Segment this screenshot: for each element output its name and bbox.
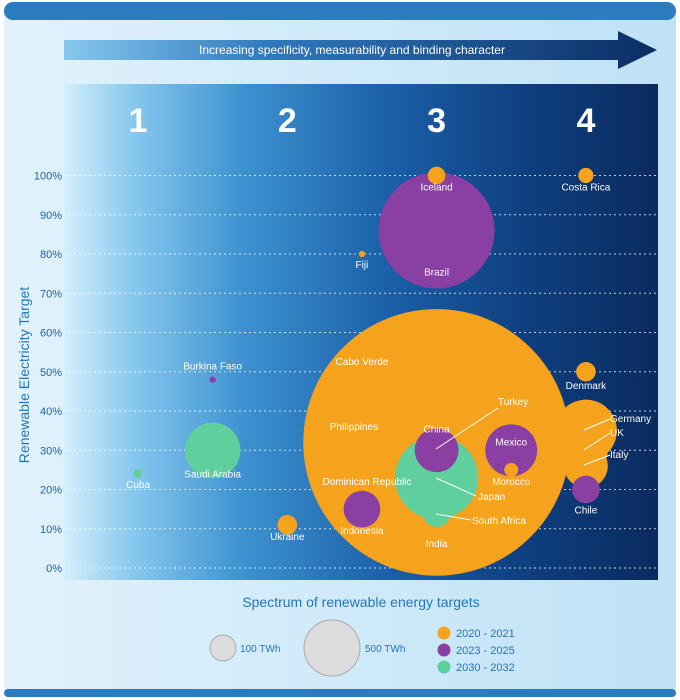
bottom-bar [4, 689, 676, 697]
bubble-turkey [414, 428, 459, 473]
point-label: Indonesia [340, 526, 384, 537]
y-tick-label: 60% [40, 328, 62, 340]
point-label: Cabo Verde [336, 357, 389, 368]
bubble-cabo-verde [359, 369, 365, 374]
point-label: Costa Rica [561, 183, 610, 194]
point-label: Mexico [495, 437, 527, 448]
point-label: Italy [610, 450, 628, 461]
y-tick-label: 50% [40, 367, 62, 379]
size-legend-bubble [303, 619, 361, 677]
y-axis-label: Renewable Electricity Target [16, 287, 32, 463]
bubble-iceland [427, 166, 446, 185]
direction-arrow [64, 31, 657, 69]
point-label: Fiji [356, 260, 369, 271]
point-label: Philippines [330, 422, 378, 433]
bubble-italy [563, 444, 608, 488]
legend-swatch [437, 643, 451, 657]
bubble-dominican-republic [357, 465, 367, 475]
bubble-chile [572, 475, 600, 504]
point-label: Cuba [126, 480, 150, 491]
point-label: Brazil [424, 267, 449, 278]
leader-line [583, 454, 611, 466]
point-label: China [424, 424, 451, 435]
y-tick-label: 20% [40, 485, 62, 497]
y-tick-label: 80% [40, 249, 62, 261]
bubble-fiji [358, 250, 366, 258]
point-label: Morocco [492, 477, 531, 488]
bubble-philippines [348, 397, 376, 425]
bubble-indonesia [343, 490, 381, 528]
bubble-denmark [576, 361, 596, 382]
category-label: 2 [278, 102, 297, 140]
point-label: South Africa [472, 516, 526, 527]
point-label: Turkey [498, 397, 528, 408]
point-label: Denmark [566, 381, 608, 392]
leader-line [435, 407, 499, 450]
legend-label: 2030 - 2032 [456, 662, 515, 674]
size-legend-label: 500 TWh [365, 644, 405, 655]
category-label: 3 [427, 102, 446, 140]
y-tick-label: 10% [40, 524, 62, 536]
point-label: Burkina Faso [183, 362, 242, 373]
leader-line [435, 477, 477, 497]
legend-swatch [437, 660, 451, 674]
legend-swatch [437, 626, 451, 640]
y-tick-label: 0% [46, 563, 62, 575]
point-label: Chile [575, 506, 598, 517]
y-tick-label: 70% [40, 288, 62, 300]
bubble-south-africa [422, 499, 451, 527]
top-bar [4, 2, 676, 20]
point-label: UK [610, 428, 624, 439]
point-label: Germany [610, 414, 651, 425]
bubble-brazil [378, 172, 495, 289]
leader-line [583, 418, 611, 431]
bubble-costa-rica [578, 167, 594, 184]
point-label: Ukraine [270, 532, 305, 543]
point-label: Saudi Arabia [184, 469, 241, 480]
size-legend-label: 100 TWh [240, 644, 280, 655]
category-label: 1 [129, 102, 148, 140]
bubble-cuba [133, 469, 143, 479]
bubble-morocco [504, 462, 519, 477]
leader-line [435, 513, 472, 521]
y-tick-label: 30% [40, 445, 62, 457]
banner-text: Increasing specificity, measurability an… [199, 43, 505, 57]
bubble-saudi-arabia [184, 422, 241, 478]
legend-label: 2023 - 2025 [456, 645, 515, 657]
x-axis-label: Spectrum of renewable energy targets [242, 594, 479, 610]
bubble-burkina-faso [209, 376, 216, 383]
point-label: India [426, 539, 448, 550]
point-label: Iceland [420, 183, 452, 194]
bubble-ukraine [277, 515, 298, 535]
bubble-mexico [485, 424, 538, 477]
leader-line [583, 432, 611, 451]
y-tick-label: 40% [40, 406, 62, 418]
point-label: Japan [478, 492, 505, 503]
y-tick-label: 100% [34, 171, 62, 183]
point-label: Dominican Republic [322, 477, 411, 488]
size-legend-bubble [209, 634, 237, 662]
category-label: 4 [576, 102, 595, 140]
y-tick-label: 90% [40, 210, 62, 222]
legend-label: 2020 - 2021 [456, 628, 515, 640]
